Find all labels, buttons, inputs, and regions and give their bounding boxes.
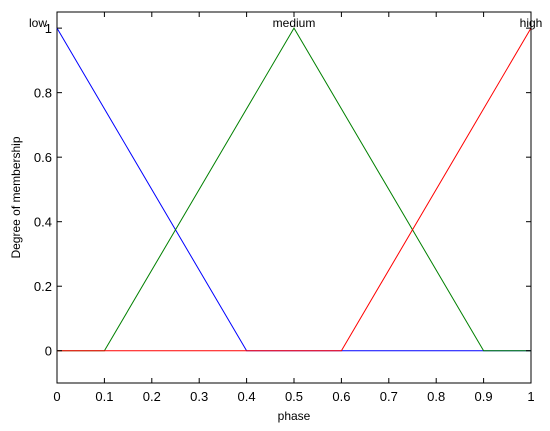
x-tick-label: 1 <box>527 389 534 404</box>
y-tick-label: 1 <box>45 21 52 36</box>
x-axis-title: phase <box>278 409 311 423</box>
y-tick-label: 0 <box>45 344 52 359</box>
series-label-low: low <box>29 16 47 30</box>
x-tick-label: 0.6 <box>332 389 350 404</box>
y-tick-label: 0.6 <box>34 150 52 165</box>
x-tick-label: 0.4 <box>238 389 256 404</box>
y-axis-title: Degree of membership <box>9 136 23 258</box>
x-tick-label: 0 <box>53 389 60 404</box>
x-tick-label: 0.5 <box>285 389 303 404</box>
x-tick-label: 0.8 <box>427 389 445 404</box>
x-tick-label: 0.3 <box>190 389 208 404</box>
plot-area: low medium high <box>29 11 543 384</box>
x-tick-label: 0.7 <box>380 389 398 404</box>
y-tick-label: 0.2 <box>34 279 52 294</box>
series-line-high <box>57 27 532 352</box>
x-tick-label: 0.1 <box>95 389 113 404</box>
axes: 0 0.1 0.2 0.3 0.4 0.5 0.6 0.7 0.8 0.9 1 0 0.2 0.4 0.6 0… <box>34 12 535 404</box>
y-tick-label: 0.8 <box>34 86 52 101</box>
series-label-high: high <box>520 16 543 30</box>
x-tick-label: 0.9 <box>475 389 493 404</box>
x-tick-label: 0.2 <box>143 389 161 404</box>
series-label-medium: medium <box>273 16 316 30</box>
y-tick-label: 0.4 <box>34 215 52 230</box>
plot-frame <box>56 11 532 384</box>
